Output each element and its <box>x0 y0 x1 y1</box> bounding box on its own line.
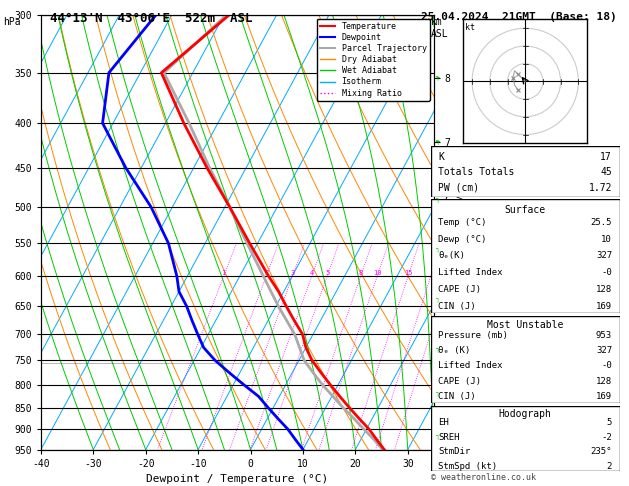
Y-axis label: Mixing Ratio (g/kg): Mixing Ratio (g/kg) <box>456 176 466 288</box>
Text: 2: 2 <box>606 462 612 470</box>
Text: 2: 2 <box>264 270 269 276</box>
Text: Pressure (mb): Pressure (mb) <box>438 330 508 340</box>
Text: kt: kt <box>465 23 475 32</box>
Text: 1: 1 <box>221 270 226 276</box>
Text: 3: 3 <box>291 270 294 276</box>
Text: 8: 8 <box>359 270 363 276</box>
Text: StmSpd (kt): StmSpd (kt) <box>438 462 498 470</box>
Text: 25.5: 25.5 <box>591 218 612 226</box>
Text: ┐: ┐ <box>435 347 440 353</box>
Text: 44°13'N  43°06'E  522m  ASL: 44°13'N 43°06'E 522m ASL <box>50 12 253 25</box>
Text: K: K <box>438 152 444 162</box>
Text: CAPE (J): CAPE (J) <box>438 285 481 294</box>
Text: CIN (J): CIN (J) <box>438 392 476 401</box>
Text: ┐: ┐ <box>435 297 440 303</box>
Text: 327: 327 <box>596 251 612 260</box>
Text: Lifted Index: Lifted Index <box>438 361 503 370</box>
Text: 4: 4 <box>309 270 314 276</box>
Text: ┐: ┐ <box>435 391 440 397</box>
Text: ┐: ┐ <box>435 247 440 253</box>
Text: hPa: hPa <box>3 17 21 27</box>
Text: 25.04.2024  21GMT  (Base: 18): 25.04.2024 21GMT (Base: 18) <box>421 12 617 22</box>
Text: -2: -2 <box>601 433 612 442</box>
Text: PW (cm): PW (cm) <box>438 183 479 192</box>
Text: Temp (°C): Temp (°C) <box>438 218 487 226</box>
Text: 1.72: 1.72 <box>589 183 612 192</box>
Legend: Temperature, Dewpoint, Parcel Trajectory, Dry Adiabat, Wet Adiabat, Isotherm, Mi: Temperature, Dewpoint, Parcel Trajectory… <box>316 19 430 101</box>
Text: 953: 953 <box>596 330 612 340</box>
Text: Totals Totals: Totals Totals <box>438 167 515 177</box>
Text: Dewp (°C): Dewp (°C) <box>438 235 487 243</box>
Text: θₑ (K): θₑ (K) <box>438 346 470 355</box>
Text: 17: 17 <box>600 152 612 162</box>
Text: -0: -0 <box>601 268 612 278</box>
Text: θₑ(K): θₑ(K) <box>438 251 465 260</box>
Text: ┐: ┐ <box>435 139 440 144</box>
Text: 235°: 235° <box>591 447 612 456</box>
Text: 169: 169 <box>596 302 612 311</box>
Text: 128: 128 <box>596 285 612 294</box>
Text: ┐: ┐ <box>435 434 440 440</box>
Text: Surface: Surface <box>504 205 546 215</box>
Text: SREH: SREH <box>438 433 460 442</box>
Text: Lifted Index: Lifted Index <box>438 268 503 278</box>
Text: ┐: ┐ <box>435 75 440 81</box>
Text: 10: 10 <box>373 270 381 276</box>
Text: 10: 10 <box>601 235 612 243</box>
Text: 128: 128 <box>596 377 612 385</box>
Text: LCL: LCL <box>438 358 453 367</box>
Text: km
ASL: km ASL <box>431 17 448 38</box>
Text: 169: 169 <box>596 392 612 401</box>
Text: ┐: ┐ <box>435 197 440 203</box>
Text: 15: 15 <box>404 270 413 276</box>
Text: © weatheronline.co.uk: © weatheronline.co.uk <box>431 473 536 482</box>
Text: 45: 45 <box>600 167 612 177</box>
Text: 5: 5 <box>606 418 612 427</box>
Text: StmDir: StmDir <box>438 447 470 456</box>
Text: CAPE (J): CAPE (J) <box>438 377 481 385</box>
Text: -0: -0 <box>601 361 612 370</box>
Text: 327: 327 <box>596 346 612 355</box>
Text: Most Unstable: Most Unstable <box>487 320 564 330</box>
Text: 5: 5 <box>325 270 329 276</box>
Text: CIN (J): CIN (J) <box>438 302 476 311</box>
Text: Hodograph: Hodograph <box>499 409 552 419</box>
Text: EH: EH <box>438 418 449 427</box>
X-axis label: Dewpoint / Temperature (°C): Dewpoint / Temperature (°C) <box>147 474 328 484</box>
